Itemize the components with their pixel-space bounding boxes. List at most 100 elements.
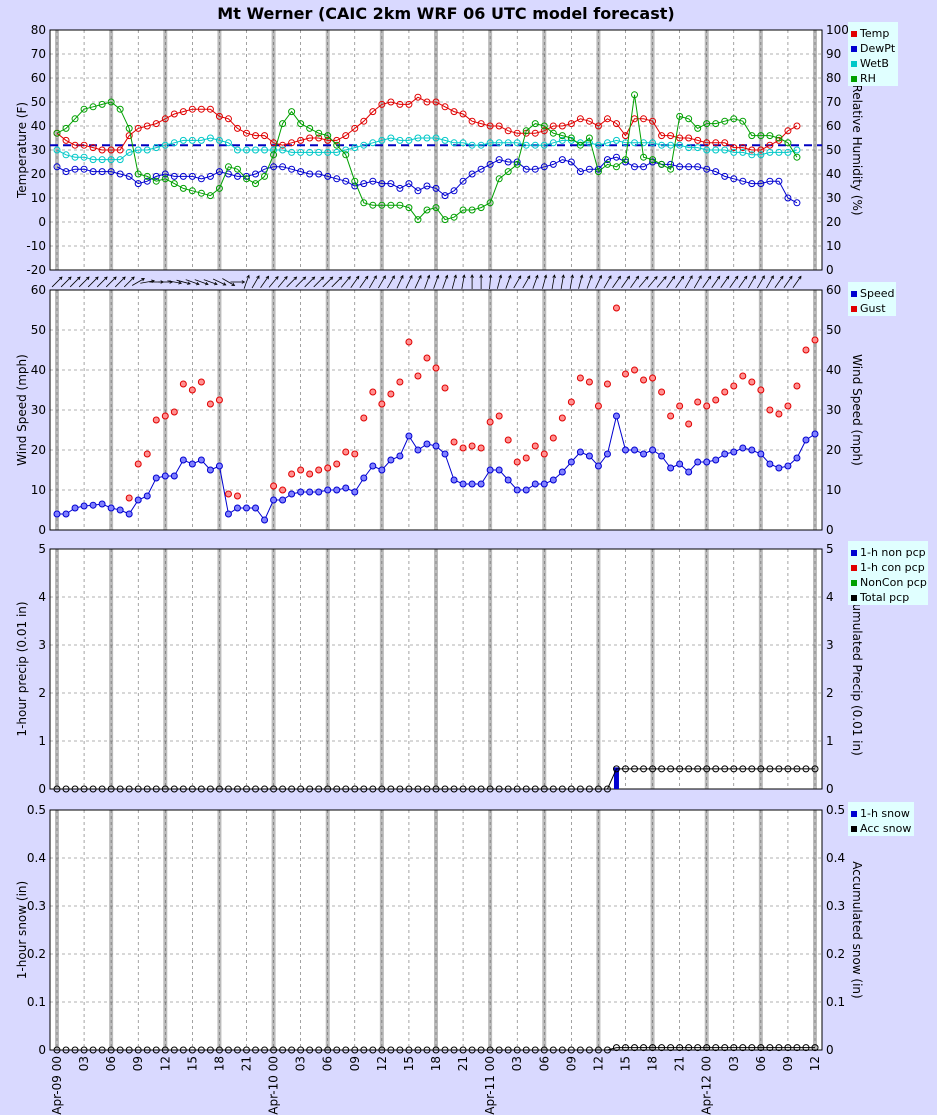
data-point-gust	[468, 442, 476, 450]
accumulated-point	[811, 765, 819, 773]
data-point-wetb	[387, 134, 395, 142]
accumulated-point	[549, 785, 557, 793]
data-point-temp	[513, 129, 521, 137]
wind-arrow	[350, 275, 360, 288]
data-point-gust	[622, 370, 629, 378]
data-point-gust	[477, 444, 485, 452]
wind-arrow-head	[355, 275, 360, 280]
x-tick-label: 09	[781, 1056, 795, 1071]
wind-arrow	[114, 276, 126, 288]
data-point-dewpt	[576, 168, 584, 176]
data-point-gust	[612, 304, 620, 312]
accumulated-point	[540, 1046, 548, 1054]
data-point-temp	[351, 124, 359, 132]
accumulated-point	[486, 785, 494, 793]
data-point-gust	[703, 402, 711, 410]
data-point-rh	[558, 132, 566, 140]
data-point-wetb	[477, 141, 485, 149]
x-tick-label: 06	[104, 1056, 118, 1071]
wind-arrow	[212, 278, 227, 286]
data-point-rh	[62, 124, 70, 132]
data-point-rh	[441, 216, 449, 224]
data-point-gust	[558, 414, 566, 422]
accumulated-point	[450, 1046, 458, 1054]
data-point-speed	[125, 510, 133, 518]
data-point-speed	[640, 450, 648, 458]
data-point-rh	[98, 100, 106, 108]
data-point-wetb	[270, 146, 278, 154]
data-point-temp	[116, 146, 124, 154]
y-right-tick-label: 40	[826, 363, 841, 377]
y-tick-label: 20	[31, 167, 46, 181]
accumulated-point	[459, 785, 467, 793]
wind-arrow	[656, 275, 667, 288]
data-point-temp	[748, 146, 756, 154]
data-point-temp	[640, 115, 648, 123]
data-point-wetb	[775, 148, 783, 156]
data-point-rh	[685, 115, 693, 123]
wind-arrow-shaft	[194, 279, 209, 285]
accumulated-point	[576, 785, 584, 793]
wind-arrow-shaft	[630, 276, 639, 288]
y-tick-label: -10	[26, 239, 46, 253]
data-point-rh	[369, 201, 377, 209]
data-point-speed	[179, 456, 187, 464]
data-point-dewpt	[243, 172, 250, 180]
wind-arrow	[277, 275, 288, 288]
wind-arrow	[711, 275, 721, 288]
data-point-speed	[531, 480, 539, 488]
accumulated-point	[324, 1046, 332, 1054]
accumulated-point	[161, 1046, 169, 1054]
data-point-temp	[694, 136, 702, 144]
data-point-gust	[531, 442, 539, 450]
data-point-speed	[540, 480, 548, 488]
data-point-wetb	[748, 151, 756, 159]
wind-arrow	[442, 274, 449, 289]
wind-arrow-shaft	[451, 275, 457, 289]
y-right-tick-label: 60	[826, 283, 841, 297]
data-point-speed	[739, 444, 747, 452]
data-point-dewpt	[197, 175, 205, 183]
wind-arrow-shaft	[711, 276, 721, 288]
data-point-dewpt	[80, 165, 88, 173]
data-point-rh	[89, 103, 97, 111]
data-point-temp	[125, 132, 133, 140]
x-tick-label: 18	[646, 1056, 660, 1071]
data-point-rh	[279, 120, 287, 128]
data-point-speed	[450, 476, 458, 484]
data-point-gust	[369, 388, 377, 396]
data-point-wetb	[261, 146, 269, 154]
data-point-wetb	[676, 141, 684, 149]
data-point-dewpt	[423, 182, 431, 190]
data-point-wetb	[459, 139, 467, 147]
data-point-rh	[495, 175, 503, 183]
data-point-dewpt	[793, 199, 801, 207]
data-point-wetb	[685, 144, 693, 152]
accumulated-point	[423, 785, 431, 793]
accumulated-point	[694, 765, 702, 773]
accumulated-point	[612, 1044, 620, 1052]
data-point-temp	[333, 136, 341, 144]
data-point-rh	[576, 141, 584, 149]
data-point-gust	[206, 400, 214, 408]
data-point-speed	[279, 496, 287, 504]
data-point-speed	[71, 504, 79, 512]
data-point-rh	[730, 115, 738, 123]
y-right-tick-label: 50	[826, 143, 841, 157]
wind-arrow	[738, 275, 748, 288]
data-point-rh	[297, 120, 305, 128]
wind-arrow-head	[698, 275, 702, 279]
wind-arrow	[488, 274, 493, 290]
accumulated-point	[459, 1046, 467, 1054]
data-point-speed	[297, 488, 305, 496]
y-tick-label: 80	[31, 23, 46, 37]
data-point-speed	[188, 460, 196, 468]
accumulated-point	[243, 1046, 250, 1054]
x-tick-label: 18	[429, 1056, 443, 1071]
data-point-rh	[71, 115, 79, 123]
data-point-speed	[315, 488, 323, 496]
data-point-speed	[594, 462, 602, 470]
data-point-rh	[459, 206, 467, 214]
data-point-wetb	[324, 148, 332, 156]
accumulated-point	[161, 785, 169, 793]
